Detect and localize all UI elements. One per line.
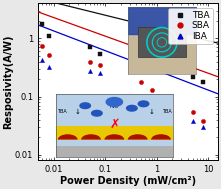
Point (202, 119, 205, 122)
Point (88, 46, 91, 49)
Y-axis label: Resposivity(A/W): Resposivity(A/W) (4, 35, 13, 129)
Point (47, 53, 50, 57)
Point (202, 80, 205, 83)
Point (88, 60, 91, 63)
Point (99, 72, 102, 75)
Point (202, 125, 205, 129)
Point (139, 80, 143, 83)
Point (88, 70, 91, 73)
Legend: TBA, SBA, IBA: TBA, SBA, IBA (168, 8, 213, 44)
Point (150, 69, 154, 72)
X-axis label: Power Density (mW/cm²): Power Density (mW/cm²) (60, 176, 196, 186)
Point (191, 119, 195, 122)
Point (40, 22, 44, 25)
Point (191, 75, 195, 78)
Point (99, 52, 102, 55)
Point (99, 64, 102, 67)
Point (150, 88, 154, 91)
Point (47, 35, 50, 38)
Point (47, 66, 50, 69)
Point (40, 59, 44, 62)
Point (191, 110, 195, 113)
Point (139, 95, 143, 98)
Point (150, 99, 154, 102)
Point (40, 44, 44, 47)
Point (139, 64, 143, 67)
